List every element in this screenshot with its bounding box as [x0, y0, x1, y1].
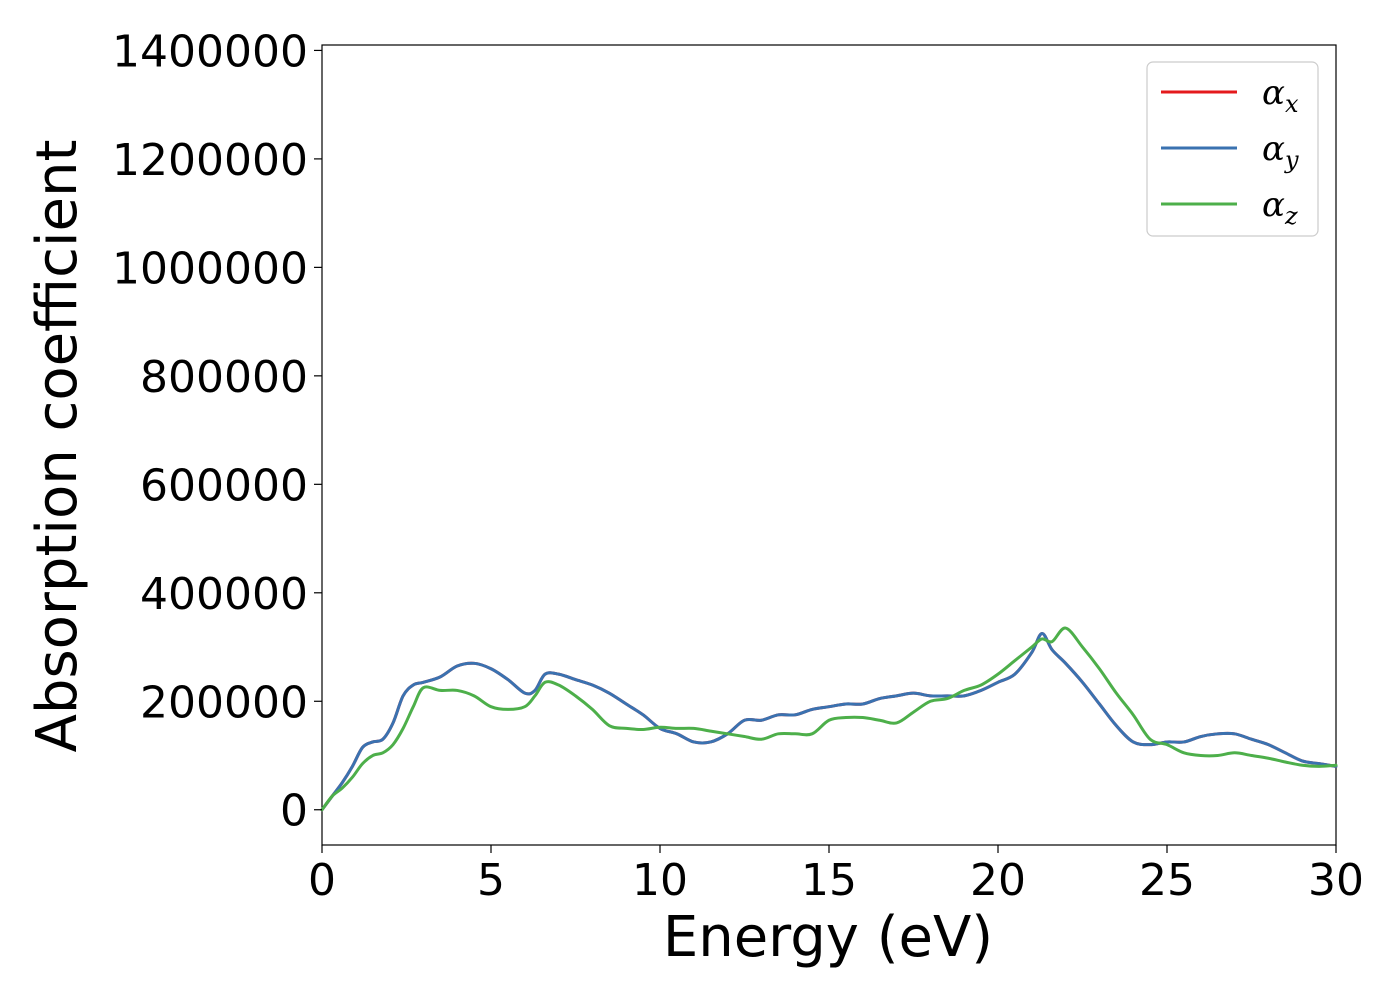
legend-label-sub: z [1284, 202, 1298, 230]
legend-label-main: α [1262, 129, 1285, 169]
y-tick-label: 600000 [140, 460, 308, 511]
x-tick-label: 25 [1139, 855, 1195, 906]
y-tick-label: 0 [280, 786, 308, 837]
y-tick-label: 1000000 [112, 243, 308, 294]
y-tick-label: 800000 [140, 352, 308, 403]
y-axis: 0 200000 400000 600000 800000 1000000 1200000 1… [112, 26, 322, 837]
legend-label-sub: x [1285, 90, 1299, 118]
legend-label-x: αx [1262, 73, 1299, 118]
y-tick-label: 1400000 [112, 26, 308, 77]
y-tick-label: 400000 [140, 569, 308, 620]
legend-label-z: αz [1262, 185, 1298, 230]
x-tick-label: 20 [970, 855, 1026, 906]
legend-label-main: α [1262, 73, 1285, 113]
x-axis: 0 5 10 15 20 25 30 [308, 845, 1364, 906]
x-tick-label: 15 [801, 855, 857, 906]
y-tick-label: 1200000 [112, 135, 308, 186]
legend-label-y: αy [1262, 129, 1299, 174]
x-tick-label: 10 [632, 855, 688, 906]
x-tick-label: 0 [308, 855, 336, 906]
series-line-z [320, 626, 1338, 812]
y-axis-title: Absorption coefficient [25, 140, 90, 753]
x-axis-title: Energy (eV) [663, 905, 993, 970]
legend-label-sub: y [1284, 146, 1299, 174]
series-line-y [320, 631, 1338, 812]
y-tick-label: 200000 [140, 677, 308, 728]
legend-label-main: α [1262, 185, 1285, 225]
series-layer [320, 626, 1338, 812]
x-tick-label: 30 [1308, 855, 1364, 906]
x-tick-label: 5 [477, 855, 505, 906]
